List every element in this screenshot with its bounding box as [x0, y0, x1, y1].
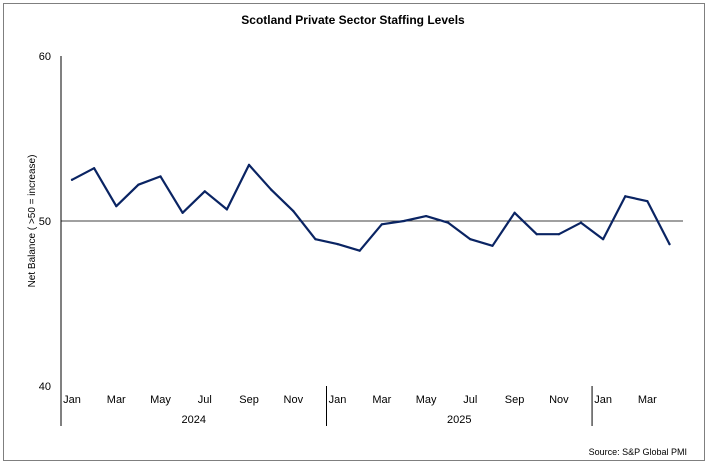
data-point — [292, 210, 295, 213]
data-point — [447, 221, 450, 224]
x-tick-label: Mar — [638, 394, 657, 406]
data-point — [402, 219, 406, 223]
year-label: 2025 — [447, 414, 471, 426]
data-point — [358, 249, 361, 252]
x-tick-label: Sep — [239, 394, 259, 406]
x-tick-label: Mar — [372, 394, 391, 406]
data-point — [424, 214, 428, 218]
data-point — [535, 233, 538, 236]
data-point — [181, 211, 184, 214]
data-point — [557, 233, 560, 236]
data-point — [225, 208, 229, 211]
x-tick-label: Jul — [198, 394, 212, 406]
y-tick-label: 50 — [39, 216, 51, 228]
x-tick-label: Nov — [549, 394, 569, 406]
y-tick-labels: 40 50 60 — [39, 51, 51, 393]
x-tick-label: Jul — [463, 394, 477, 406]
data-point — [646, 200, 649, 203]
data-point — [137, 183, 140, 186]
data-point — [602, 238, 605, 241]
data-point — [668, 243, 671, 246]
chart-frame — [3, 3, 705, 461]
series-layer — [70, 163, 671, 252]
axes — [60, 56, 683, 426]
data-point — [93, 167, 96, 170]
x-tick-label: May — [416, 394, 437, 406]
data-point — [203, 190, 206, 193]
data-point — [314, 238, 317, 241]
x-tick-label: May — [150, 394, 171, 406]
data-point — [70, 178, 74, 181]
x-tick-label: Nov — [284, 394, 304, 406]
x-tick-labels: Jan Mar May Jul Sep Nov Jan Mar May Jul Sep Nov Jan M… — [63, 394, 657, 406]
y-tick-label: 60 — [39, 51, 51, 63]
data-point — [513, 211, 516, 214]
data-point — [624, 195, 627, 198]
year-labels: 2024 2025 — [181, 386, 593, 426]
data-point — [380, 223, 383, 226]
y-axis-label: Net Balance ( >50 = increase) — [27, 155, 38, 288]
data-point — [115, 205, 118, 208]
data-point — [491, 244, 494, 247]
data-point — [270, 188, 273, 191]
data-point — [469, 238, 472, 241]
series-line-0 — [70, 163, 671, 252]
source-note: Source: S&P Global PMI — [589, 447, 687, 457]
x-tick-label: Jan — [594, 394, 612, 406]
data-point — [579, 221, 583, 224]
x-tick-label: Sep — [505, 394, 525, 406]
chart-title: Scotland Private Sector Staffing Levels — [241, 13, 465, 27]
x-tick-label: Jan — [63, 394, 81, 406]
x-tick-label: Jan — [329, 394, 347, 406]
year-label: 2024 — [181, 414, 205, 426]
data-point — [159, 175, 162, 178]
data-point — [336, 243, 339, 246]
data-point — [247, 163, 251, 166]
y-tick-label: 40 — [39, 381, 51, 393]
x-tick-label: Mar — [107, 394, 126, 406]
